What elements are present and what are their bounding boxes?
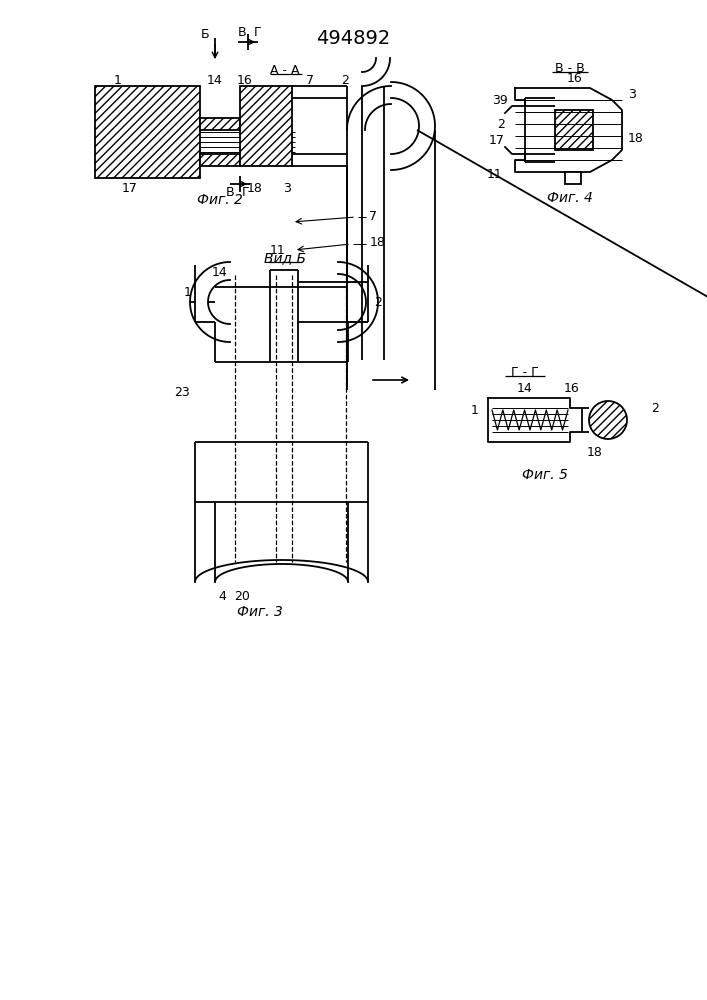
Text: 11: 11	[486, 168, 502, 182]
Text: 18: 18	[587, 446, 603, 458]
Text: Фиг. 5: Фиг. 5	[522, 468, 568, 482]
Text: 1: 1	[471, 403, 479, 416]
Text: 18: 18	[628, 131, 644, 144]
Text: A - A: A - A	[270, 64, 300, 77]
Text: 18: 18	[247, 182, 263, 194]
Text: 39: 39	[492, 94, 508, 106]
Ellipse shape	[589, 401, 627, 439]
Bar	[95, 86, 200, 178]
Text: 17: 17	[122, 182, 138, 194]
Text: 11: 11	[270, 243, 286, 256]
Text: Б: Б	[201, 28, 209, 41]
Text: 14: 14	[212, 265, 228, 278]
Text: 3: 3	[283, 182, 291, 194]
Text: 2: 2	[651, 401, 659, 414]
Text: Г - Г: Г - Г	[511, 365, 539, 378]
Text: 3: 3	[628, 89, 636, 102]
Text: 14: 14	[207, 74, 223, 87]
Text: 16: 16	[564, 381, 580, 394]
Text: В: В	[238, 25, 246, 38]
Text: 4: 4	[218, 590, 226, 603]
Text: 16: 16	[237, 74, 253, 87]
Text: Г: Г	[255, 25, 262, 38]
Text: Фиг. 4: Фиг. 4	[547, 191, 593, 205]
Bar	[240, 86, 292, 166]
Text: В - В: В - В	[555, 62, 585, 75]
Text: 23: 23	[174, 385, 190, 398]
Text: 17: 17	[489, 133, 505, 146]
Text: 18: 18	[370, 235, 386, 248]
Text: 1: 1	[184, 286, 192, 298]
Bar	[565, 172, 581, 184]
Text: 7: 7	[306, 74, 314, 87]
Bar	[555, 110, 593, 150]
Text: Фиг. 3: Фиг. 3	[237, 605, 283, 619]
Bar	[200, 154, 240, 166]
Text: 494892: 494892	[316, 28, 390, 47]
Text: 2: 2	[374, 296, 382, 308]
Text: Вид Б: Вид Б	[264, 251, 306, 265]
Text: Фиг. 2: Фиг. 2	[197, 193, 243, 207]
Text: 14: 14	[517, 381, 533, 394]
Text: 1: 1	[114, 74, 122, 87]
Text: Г: Г	[243, 186, 250, 198]
Text: 20: 20	[234, 590, 250, 603]
Text: 16: 16	[567, 72, 583, 85]
Text: В: В	[226, 186, 234, 198]
Text: 2: 2	[341, 74, 349, 87]
Text: 7: 7	[369, 211, 377, 224]
Bar	[200, 118, 240, 130]
Text: 2: 2	[497, 117, 505, 130]
